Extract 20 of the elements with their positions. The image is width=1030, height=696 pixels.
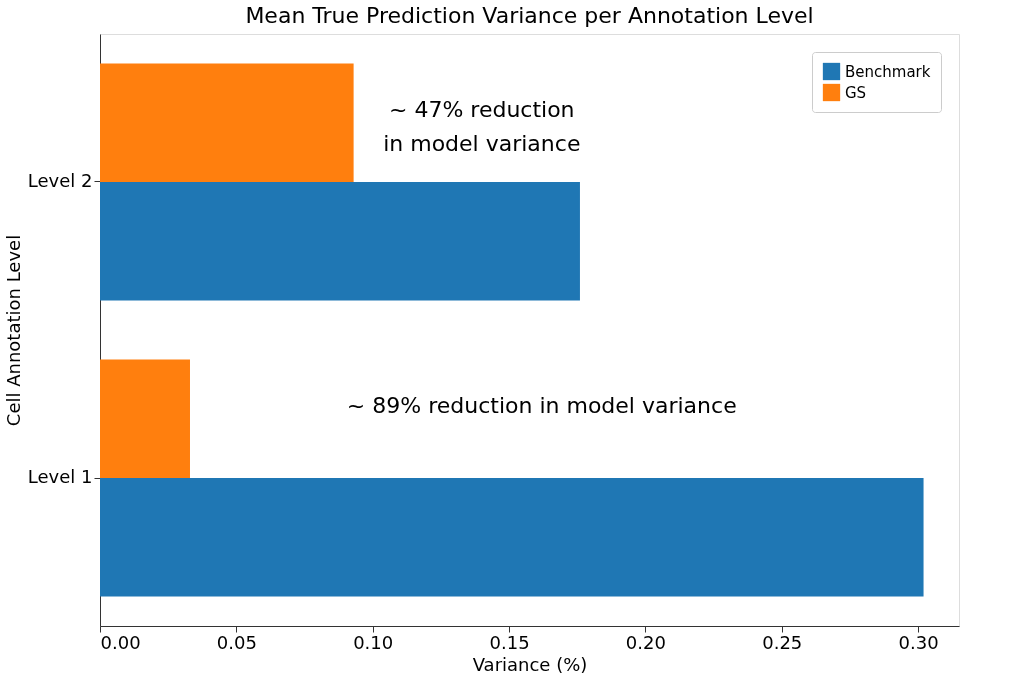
bar: [100, 359, 190, 478]
bar: [100, 63, 354, 182]
x-tick-label: 0.00: [100, 631, 141, 653]
x-tick-label: 0.05: [216, 631, 257, 653]
x-tick-label: 0.20: [625, 631, 666, 653]
legend-label: Benchmark: [845, 62, 931, 81]
x-tick-label: 0.15: [489, 631, 530, 653]
y-tick-label: Level 1: [27, 466, 93, 487]
bar: [100, 182, 580, 301]
y-axis-title: Cell Annotation Level: [2, 234, 24, 427]
x-tick-label: 0.10: [353, 631, 394, 653]
annotation: ~ 89% reduction in model variance: [346, 393, 737, 418]
annotation: ~ 47% reduction in model variance: [383, 97, 581, 156]
bar: [100, 478, 924, 597]
x-tick-label: 0.25: [762, 631, 803, 653]
chart-title: Mean True Prediction Variance per Annotation Level: [245, 3, 814, 28]
y-tick-label: Level 2: [27, 170, 93, 191]
x-axis-title: Variance (%): [472, 653, 588, 675]
legend-label: GS: [845, 83, 867, 102]
x-tick-label: 0.30: [898, 631, 939, 653]
